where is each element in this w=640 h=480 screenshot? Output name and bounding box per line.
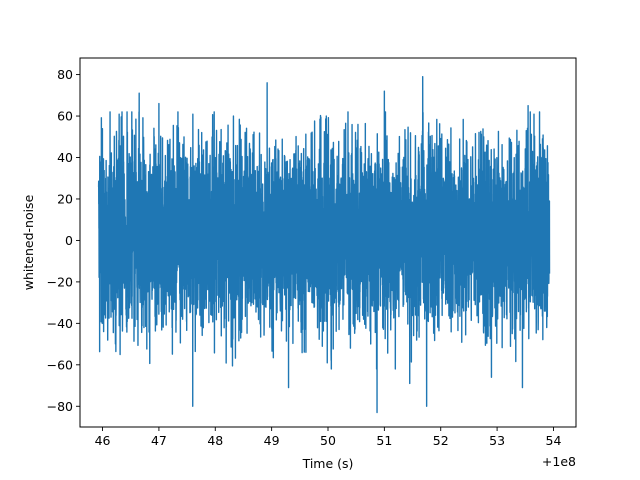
- series-layer: [97, 75, 551, 414]
- x-tick-label: 49: [264, 433, 280, 448]
- x-axis-label: Time (s): [302, 456, 354, 471]
- y-tick-label: −80: [47, 399, 73, 414]
- x-axis-offset-text: +1e8: [542, 454, 576, 469]
- x-axis-ticks: 46 47 48 49 50 51 52 53 54: [95, 427, 562, 448]
- y-tick-label: −20: [47, 274, 73, 289]
- x-tick-label: 47: [151, 433, 167, 448]
- y-axis-ticks: −80 −60 −40 −20 0 20 40 60 80: [47, 67, 80, 414]
- series-line: [97, 75, 551, 414]
- x-tick-label: 50: [320, 433, 336, 448]
- y-tick-label: 80: [57, 67, 73, 82]
- y-tick-label: 0: [65, 233, 73, 248]
- y-tick-label: −40: [47, 316, 73, 331]
- x-tick-label: 48: [207, 433, 223, 448]
- x-tick-label: 51: [376, 433, 392, 448]
- y-tick-label: 40: [57, 150, 73, 165]
- y-tick-label: 20: [57, 191, 73, 206]
- x-tick-label: 54: [546, 433, 562, 448]
- x-tick-label: 53: [489, 433, 505, 448]
- y-tick-label: 60: [57, 109, 73, 124]
- x-tick-label: 46: [95, 433, 111, 448]
- y-tick-label: −60: [47, 357, 73, 372]
- x-tick-label: 52: [433, 433, 449, 448]
- y-axis-label: whitened-noise: [21, 194, 36, 290]
